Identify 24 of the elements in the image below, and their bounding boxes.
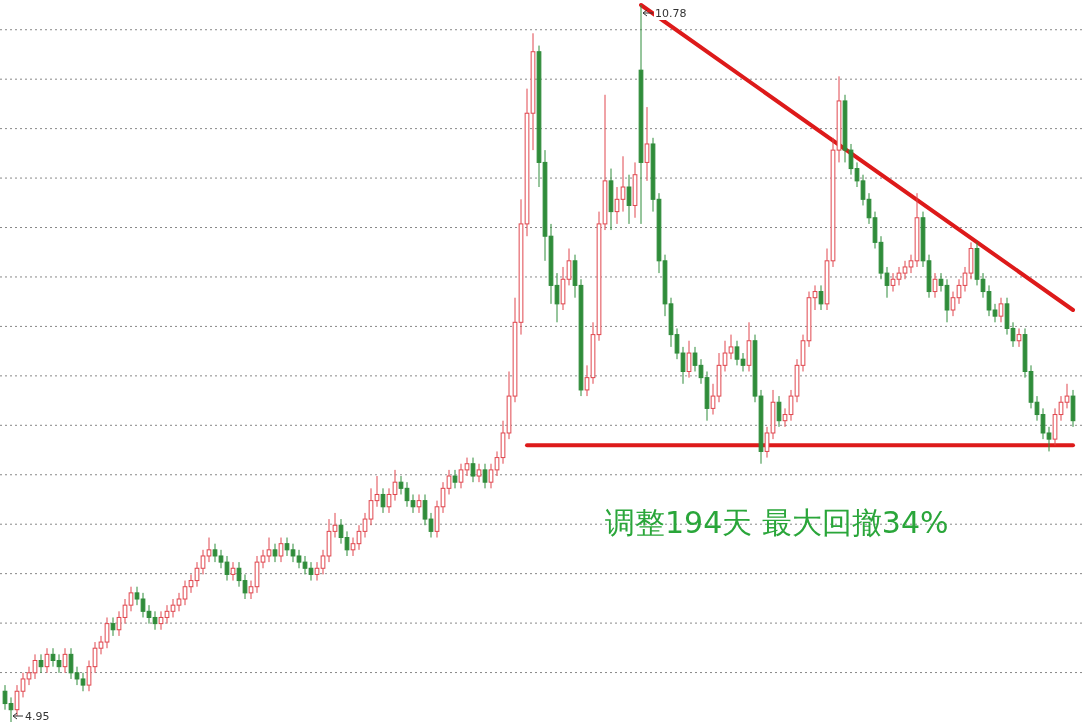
candlestick bbox=[476, 463, 482, 483]
candlestick bbox=[626, 174, 632, 225]
candlestick bbox=[110, 616, 116, 637]
candlestick bbox=[482, 463, 488, 489]
candlestick bbox=[380, 487, 386, 514]
candlestick bbox=[38, 653, 44, 674]
candlestick bbox=[686, 340, 692, 379]
candlestick bbox=[44, 647, 50, 674]
annotation: 10.78 bbox=[655, 7, 687, 20]
candlestick bbox=[776, 395, 782, 428]
candlestick bbox=[644, 106, 650, 182]
candlestick bbox=[278, 537, 284, 563]
candlestick bbox=[452, 469, 458, 489]
candlestick bbox=[416, 493, 422, 514]
candlestick bbox=[932, 272, 938, 299]
candlestick bbox=[1016, 327, 1022, 348]
annotation: 4.95 bbox=[25, 710, 50, 723]
candlestick bbox=[470, 457, 476, 483]
candlestick bbox=[818, 284, 824, 311]
candlestick bbox=[998, 297, 1004, 323]
annotation: 调整194天 最大回撤34% bbox=[605, 505, 949, 540]
candlestick bbox=[272, 543, 278, 563]
candlestick bbox=[230, 561, 236, 582]
candlestick bbox=[62, 647, 68, 674]
